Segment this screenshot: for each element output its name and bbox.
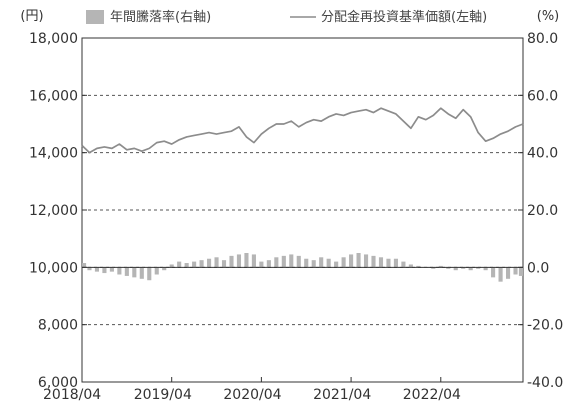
return-bar: [221, 260, 227, 268]
return-bar: [341, 257, 346, 268]
return-bar: [214, 257, 219, 268]
return-bar: [304, 258, 309, 268]
left-tick-label: 6,000: [38, 375, 78, 391]
return-bar: [132, 267, 137, 278]
return-bar: [513, 267, 518, 275]
return-bar: [87, 267, 92, 271]
return-bar: [154, 267, 159, 275]
left-tick-label: 16,000: [29, 88, 78, 104]
annual-return-bars: [82, 253, 523, 282]
left-tick-label: 18,000: [29, 31, 78, 47]
return-bar: [147, 267, 152, 281]
left-tick-label: 12,000: [29, 203, 78, 219]
return-bar: [192, 261, 197, 268]
return-bar: [244, 253, 249, 268]
nav-line-series: [81, 107, 524, 154]
return-bar: [476, 267, 481, 269]
x-tick-label: 2019/04: [134, 387, 192, 403]
return-bar: [169, 264, 174, 268]
return-bar: [408, 264, 413, 268]
return-bar: [207, 258, 212, 268]
x-tick-label: 2022/04: [403, 387, 461, 403]
right-tick-label: 60.0: [527, 88, 558, 104]
return-bar: [184, 263, 189, 268]
right-tick-label: 40.0: [527, 146, 558, 162]
return-bar: [453, 267, 458, 271]
return-bar: [236, 254, 242, 268]
right-tick-label: -20.0: [527, 318, 563, 334]
return-bar: [518, 267, 523, 276]
left-tick-label: 14,000: [29, 146, 78, 162]
return-bar: [82, 263, 87, 268]
x-tick-label: 2020/04: [223, 387, 281, 403]
right-tick-label: 80.0: [527, 31, 558, 47]
return-bar: [363, 254, 369, 268]
right-axis-ticks: -40.0 -20.0 0.0 20.0 40.0 60.0 80.0: [518, 31, 563, 391]
return-bar: [468, 267, 473, 271]
return-bar: [334, 261, 339, 268]
return-bar: [401, 261, 406, 268]
return-bar: [319, 257, 324, 268]
legend-bar-swatch: [86, 10, 104, 24]
right-tick-label: -40.0: [527, 375, 563, 391]
return-bar: [438, 265, 443, 268]
x-tick-label: 2021/04: [313, 387, 371, 403]
return-bar: [139, 267, 144, 279]
return-bar: [281, 255, 286, 268]
return-bar: [491, 267, 496, 278]
left-axis-unit: (円): [20, 9, 43, 24]
return-bar: [259, 261, 264, 268]
left-tick-label: 8,000: [38, 318, 78, 334]
return-bar: [199, 260, 204, 268]
return-bar: [431, 267, 436, 269]
return-bar: [349, 254, 354, 268]
return-bar: [251, 254, 256, 268]
return-bar: [371, 255, 376, 268]
x-axis-ticks: 2018/04 2019/04 2020/04 2021/04 2022/04: [43, 377, 461, 403]
right-tick-label: 20.0: [527, 203, 558, 219]
return-bar: [483, 267, 488, 271]
legend: 年間騰落率(右軸) 分配金再投資基準価額(左軸): [86, 9, 487, 25]
return-bar: [461, 267, 466, 269]
left-axis-ticks: 6,000 8,000 10,000 12,000 14,000 16,000 18,000: [29, 31, 87, 391]
return-bar: [117, 267, 122, 275]
return-bar: [162, 267, 167, 271]
return-bar: [393, 258, 398, 268]
return-bar: [446, 267, 451, 269]
return-bar: [229, 255, 234, 268]
return-bar: [124, 267, 129, 276]
return-bar: [378, 257, 384, 268]
legend-line-label: 分配金再投資基準価額(左軸): [321, 9, 487, 25]
return-bar: [289, 254, 294, 268]
return-bar: [94, 267, 100, 272]
return-bar: [177, 261, 182, 268]
return-bar: [296, 255, 301, 268]
nav-line: [81, 107, 524, 154]
x-tick-label: 2018/04: [43, 387, 101, 403]
return-bar: [505, 267, 511, 279]
return-bar: [498, 267, 503, 282]
return-bar: [266, 260, 271, 268]
grid-lines: [82, 94, 523, 326]
return-bar: [102, 267, 107, 274]
right-axis-unit: (%): [537, 9, 560, 24]
return-bar: [274, 257, 279, 268]
return-bar: [356, 253, 361, 268]
right-tick-label: 0.0: [527, 260, 549, 276]
return-bar: [416, 265, 421, 268]
return-bar: [311, 260, 316, 268]
left-tick-label: 10,000: [29, 260, 78, 276]
return-bar: [386, 258, 391, 268]
legend-bar-label: 年間騰落率(右軸): [110, 9, 211, 25]
return-bar: [109, 267, 114, 272]
return-bar: [326, 258, 331, 268]
